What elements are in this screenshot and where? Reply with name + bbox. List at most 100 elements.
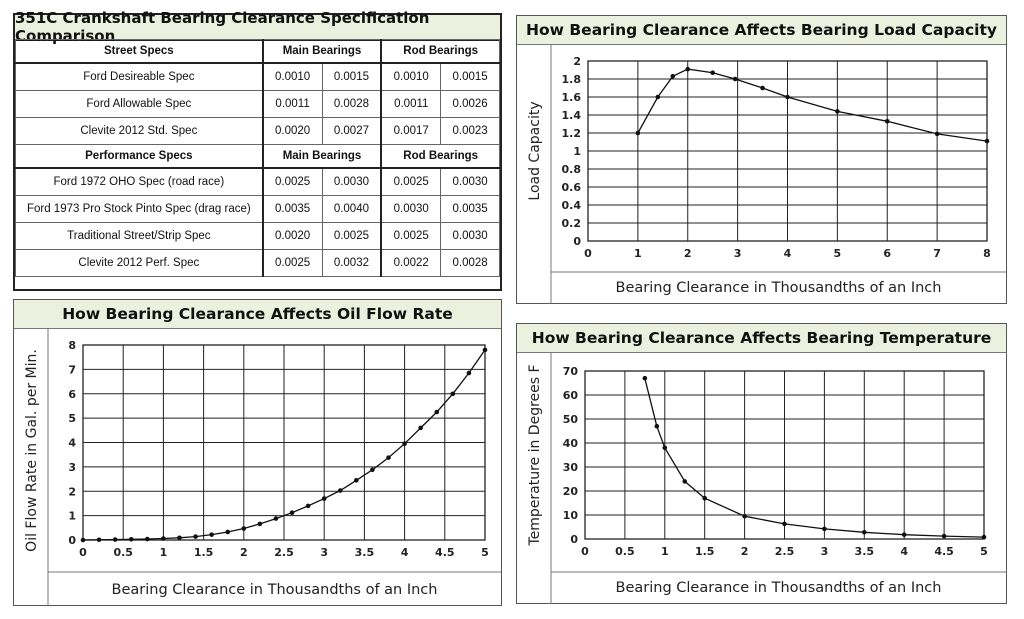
data-point <box>354 477 359 483</box>
rod-bearing-value-cell: 0.0030 <box>440 167 500 196</box>
y-tick-label: 1.6 <box>562 91 582 104</box>
data-point <box>96 537 102 543</box>
series-line <box>644 378 985 538</box>
x-tick-label: 4.5 <box>435 546 455 559</box>
main-bearing-value-cell: 0.0020 <box>262 222 323 250</box>
table-row: Traditional Street/Strip Spec 0.0020 0.002… <box>14 222 500 250</box>
data-point <box>822 526 827 532</box>
x-axis-label: Bearing Clearance in Thousandths of an I… <box>616 580 942 596</box>
x-tick-label: 0.5 <box>113 546 133 559</box>
main-bearing-value-cell: 0.0025 <box>262 249 323 277</box>
data-point <box>655 94 661 100</box>
data-point <box>370 467 375 473</box>
data-point <box>662 445 668 451</box>
spec-name-cell: Clevite 2012 Perf. Spec <box>14 249 264 277</box>
data-point <box>225 529 231 535</box>
table-row: Clevite 2012 Std. Spec 0.0020 0.0027 0.0017… <box>14 117 500 145</box>
load-capacity-chart: 0 1 2 3 4 5 6 7 8 0 0.2 0.4 0.6 0.8 1 1.2 1.4 1.6 1.8 2 Bear… <box>527 45 1006 304</box>
x-tick-label: 1.5 <box>194 546 214 559</box>
rod-bearing-value-cell: 0.0025 <box>380 167 442 196</box>
x-tick-label: 4 <box>900 545 908 558</box>
data-point <box>654 423 660 429</box>
y-tick-label: 50 <box>563 413 579 426</box>
load-chart-title: How Bearing Clearance Affects Bearing Lo… <box>517 16 1006 45</box>
rod-bearing-value-cell: 0.0026 <box>440 90 500 118</box>
data-point <box>984 138 990 144</box>
y-tick-label: 1 <box>68 510 76 523</box>
series-line <box>637 68 988 142</box>
y-tick-label: 70 <box>563 365 579 378</box>
y-tick-label: 0.2 <box>562 217 582 230</box>
load-capacity-chart-panel: How Bearing Clearance Affects Bearing Lo… <box>516 15 1007 304</box>
main-bearing-value-cell: 0.0025 <box>321 222 383 250</box>
rod-bearing-value-cell: 0.0025 <box>380 222 442 250</box>
oil-chart-title: How Bearing Clearance Affects Oil Flow R… <box>14 300 501 329</box>
data-point <box>710 70 715 75</box>
y-tick-label: 7 <box>68 363 76 376</box>
x-tick-label: 6 <box>883 247 891 260</box>
data-point <box>782 521 787 527</box>
rod-bearing-value-cell: 0.0015 <box>440 62 500 91</box>
rod-bearing-value-cell: 0.0010 <box>380 62 442 91</box>
temperature-chart-panel: How Bearing Clearance Affects Bearing Te… <box>516 323 1007 604</box>
x-tick-label: 0 <box>584 247 592 260</box>
main-bearing-value-cell: 0.0025 <box>262 167 323 196</box>
y-tick-label: 1.4 <box>562 109 582 122</box>
y-tick-label: 0 <box>573 235 581 248</box>
data-point <box>760 85 765 91</box>
main-bearing-value-cell: 0.0030 <box>321 167 383 196</box>
data-point <box>466 370 472 376</box>
x-tick-label: 3 <box>320 546 328 559</box>
plot-area-frame <box>587 60 988 242</box>
data-point <box>635 130 641 136</box>
data-point <box>934 131 940 137</box>
x-tick-label: 5 <box>834 247 842 260</box>
data-point <box>642 375 648 381</box>
x-tick-label: 0.5 <box>615 545 635 558</box>
x-tick-label: 5 <box>481 546 489 559</box>
spec-name-cell: Ford Desireable Spec <box>14 62 264 91</box>
data-point <box>161 536 166 541</box>
data-point <box>289 510 295 515</box>
table-row: Ford 1972 OHO Spec (road race) 0.0025 0.00… <box>14 167 500 196</box>
data-point <box>241 526 247 531</box>
rod-bearing-value-cell: 0.0011 <box>380 90 442 118</box>
temp-chart-title: How Bearing Clearance Affects Bearing Te… <box>517 324 1006 353</box>
oil-flow-chart-panel: How Bearing Clearance Affects Oil Flow R… <box>13 299 502 606</box>
y-tick-label: 1.2 <box>562 127 582 140</box>
x-axis-label: Bearing Clearance in Thousandths of an I… <box>112 582 438 598</box>
data-point <box>685 66 691 72</box>
y-tick-label: 10 <box>563 509 579 522</box>
data-point <box>337 488 343 493</box>
table-row: Ford 1973 Pro Stock Pinto Spec (drag rac… <box>14 195 500 223</box>
x-axis-label: Bearing Clearance in Thousandths of an I… <box>616 280 942 296</box>
x-tick-label: 1 <box>160 546 168 559</box>
x-tick-label: 8 <box>983 247 991 260</box>
section-header-main-bearings: Main Bearings <box>262 144 383 169</box>
x-tick-label: 4 <box>784 247 792 260</box>
data-point <box>305 503 311 509</box>
main-bearing-value-cell: 0.0020 <box>262 117 323 145</box>
data-point <box>321 496 327 501</box>
data-point <box>482 347 488 353</box>
x-tick-label: 0 <box>581 545 589 558</box>
rod-bearing-value-cell: 0.0030 <box>380 195 442 223</box>
section-header-category: Performance Specs <box>14 144 264 169</box>
y-tick-label: 1.8 <box>562 73 582 86</box>
x-tick-label: 2.5 <box>775 545 795 558</box>
data-point <box>112 537 118 542</box>
y-tick-label: 0.6 <box>562 181 582 194</box>
y-tick-label: 5 <box>68 412 76 425</box>
x-tick-label: 3.5 <box>355 546 375 559</box>
x-tick-label: 0 <box>79 546 87 559</box>
data-point <box>80 537 86 543</box>
data-point <box>209 532 214 537</box>
table-row: Ford Allowable Spec 0.0011 0.0028 0.0011 0.0… <box>14 90 500 118</box>
y-axis-label: Oil Flow Rate in Gal. per Min. <box>24 349 40 552</box>
x-tick-label: 2.5 <box>274 546 294 559</box>
main-bearing-value-cell: 0.0010 <box>262 62 323 91</box>
data-point <box>901 532 907 537</box>
rod-bearing-value-cell: 0.0017 <box>380 117 442 145</box>
y-tick-label: 2 <box>68 485 76 498</box>
rod-bearing-value-cell: 0.0023 <box>440 117 500 145</box>
